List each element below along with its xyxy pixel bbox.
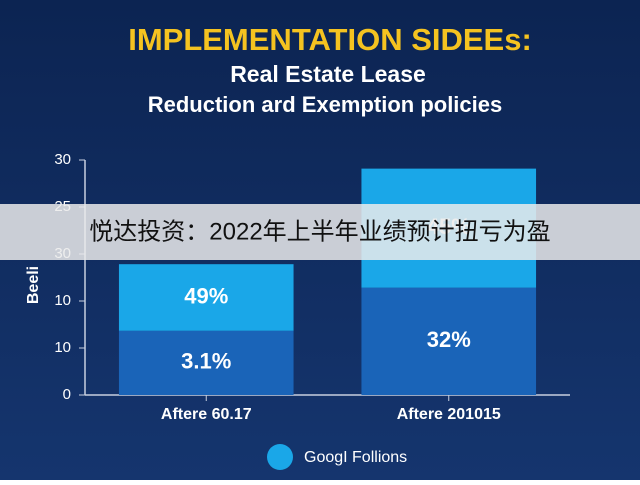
bar-segment xyxy=(361,287,537,395)
y-tick-label: 10 xyxy=(54,339,71,356)
segment-label: 3.1% xyxy=(181,349,231,374)
banner-text: 悦达投资：2022年上半年业绩预计扭亏为盈 xyxy=(89,218,550,245)
bar-segment xyxy=(118,330,294,395)
legend-swatch xyxy=(267,444,293,470)
banner-band xyxy=(0,204,640,260)
x-tick-label: Aftere 201015 xyxy=(397,406,501,423)
chart-subtitle: Reduction ard Exemption policies xyxy=(148,92,503,117)
y-axis-label: Beeli xyxy=(25,266,42,304)
x-tick-label: Aftere 60.17 xyxy=(161,406,252,423)
legend-label: GoogI Follions xyxy=(304,449,407,466)
chart-title: IMPLEMENTATION SIDEEs: xyxy=(128,22,532,57)
segment-label: 49% xyxy=(184,283,228,308)
bar-segment xyxy=(118,264,294,331)
plot: 01010302530Aftere 60.173.1%49%Aftere 201… xyxy=(54,151,570,470)
y-tick-label: 10 xyxy=(54,292,71,309)
y-tick-label: 30 xyxy=(54,151,71,168)
segment-label: 32% xyxy=(427,327,471,352)
y-tick-label: 0 xyxy=(63,386,71,403)
chart-subtitle: Real Estate Lease xyxy=(230,61,426,87)
